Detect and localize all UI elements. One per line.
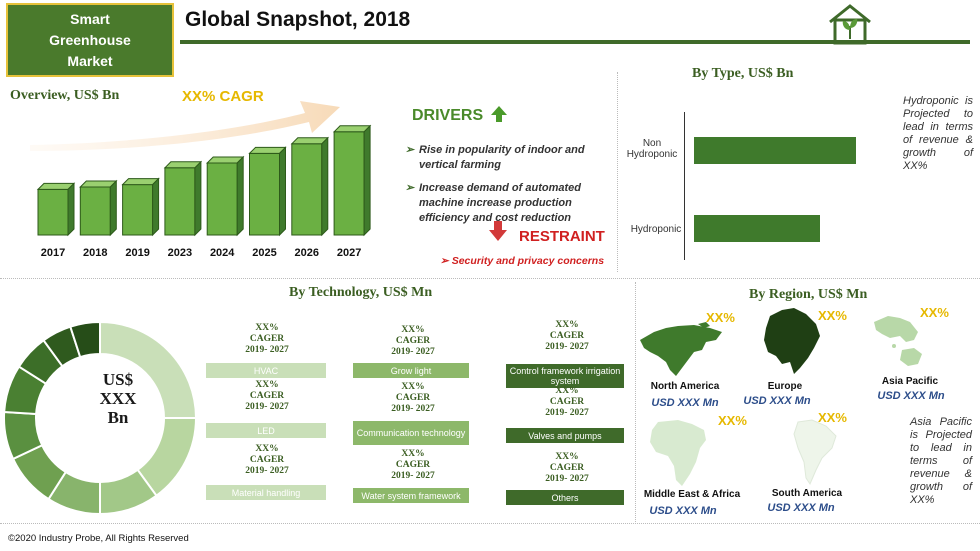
region-value: USD XXX Mn [877,390,945,402]
overview-bar-side [236,155,244,237]
overview-bar [249,152,280,236]
growth-arrow-icon [30,101,340,151]
arrow-down-icon [489,221,507,241]
overview-bar [79,186,111,236]
year-label: 2025 [252,247,277,259]
tech-cagr: XX% CAGER 2019- 2027 [391,325,435,357]
south-america-map-icon [793,419,837,486]
market-title-badge: Smart Greenhouse Market [6,3,174,77]
type-bar-non-hydroponic [694,137,856,164]
region-value: USD XXX Mn [649,505,717,517]
north-america-map-icon [640,322,722,376]
region-value: USD XXX Mn [767,502,835,514]
donut-center-value: US$ XXX Bn [99,370,137,427]
overview-cagr: XX% CAGR [182,88,264,105]
tech-segment-label: HVAC [206,363,326,378]
section-divider [635,282,636,522]
tech-segment-label: Material handling [206,485,326,500]
tech-cagr: XX% CAGER 2019- 2027 [245,380,289,412]
europe-map-icon [764,308,820,374]
section-divider [0,278,980,279]
badge-line-2: Greenhouse [49,31,131,48]
tech-segment-label: Grow light [353,363,469,378]
driver-item: ➢ Increase demand of automated machine in… [405,182,581,224]
overview-bar [206,162,238,236]
year-label: 2024 [209,247,235,259]
year-label: 2017 [40,247,66,259]
region-cagr: XX% [818,308,847,323]
drivers-heading: DRIVERS [412,105,508,125]
overview-bar [333,131,365,236]
tech-segment-label: Control framework irrigation system [506,364,624,388]
arrow-up-icon [490,106,507,122]
type-bar-hydroponic [694,215,821,242]
year-label: 2023 [167,247,193,259]
overview-bar-chart [36,124,372,237]
region-cagr: XX% [818,410,847,425]
year-label: 2019 [125,247,150,259]
driver-item: ➢ Rise in popularity of indoor and vertic… [405,144,585,171]
tech-cagr: XX% CAGER 2019- 2027 [245,323,289,355]
region-name: Middle East & Africa [643,489,741,500]
overview-bar-side [152,177,160,237]
overview-bar-side [321,136,329,237]
tech-segment-label: LED [206,423,326,438]
by-region-heading: By Region, US$ Mn [749,287,868,302]
region-note: Asia Pacific is Projected to lead in ter… [910,416,972,506]
overview-bar [291,143,323,236]
region-cagr: XX% [718,413,747,428]
tech-cagr: XX% CAGER 2019- 2027 [391,382,435,414]
type-label: Hydroponic [630,224,682,235]
tech-cagr: XX% CAGER 2019- 2027 [245,444,289,476]
section-divider [617,72,618,272]
overview-heading: Overview, US$ Bn [10,88,120,103]
overview-bar [122,184,154,236]
badge-line-1: Smart [70,10,110,27]
tech-cagr: XX% CAGER 2019- 2027 [391,449,435,481]
tech-cagr: XX% CAGER 2019- 2027 [545,452,589,484]
overview-bar-side [363,124,371,237]
tech-cagr: XX% CAGER 2019- 2027 [545,386,589,418]
header-divider [180,40,970,44]
asia-pacific-map-icon [874,316,922,366]
technology-donut-chart [3,320,198,516]
donut-slice [69,320,101,359]
overview-bar [164,167,196,236]
type-label: Non Hydroponic [626,138,678,160]
middle-east-africa-map-icon [650,420,706,486]
copyright: ©2020 Industry Probe, All Rights Reserve… [8,533,189,544]
tech-cagr: XX% CAGER 2019- 2027 [545,320,589,352]
overview-bar-side [67,182,75,237]
overview-bar-side [109,179,117,237]
region-name: Asia Pacific [881,376,939,387]
type-note: Hydroponic is Projected to lead in terms… [903,95,973,172]
badge-line-3: Market [67,52,113,69]
region-name: North America [650,381,720,392]
region-cagr: XX% [706,310,735,325]
by-technology-heading: By Technology, US$ Mn [289,285,433,300]
region-value: USD XXX Mn [743,395,811,407]
region-name: South America [771,488,843,499]
restraint-heading: RESTRAINT [519,228,605,245]
year-label: 2027 [336,247,362,259]
year-label: 2026 [294,247,320,259]
overview-bar [37,188,69,236]
year-label: 2018 [83,247,108,259]
greenhouse-icon [829,4,871,45]
by-type-heading: By Type, US$ Bn [692,66,794,81]
tech-segment-label: Valves and pumps [506,428,624,443]
type-axis [684,112,685,260]
overview-bar-side [194,160,202,237]
tech-segment-label: Others [506,490,624,505]
restraint-item: ➢ Security and privacy concerns [440,255,605,267]
page-title: Global Snapshot, 2018 [185,8,411,31]
tech-segment-label: Water system framework [353,488,469,503]
tech-segment-label: Communication technology [353,421,469,445]
region-cagr: XX% [920,305,949,320]
overview-bar-side [279,146,286,237]
region-value: USD XXX Mn [651,397,719,409]
region-name: Europe [767,381,803,392]
footer-divider [0,523,980,524]
